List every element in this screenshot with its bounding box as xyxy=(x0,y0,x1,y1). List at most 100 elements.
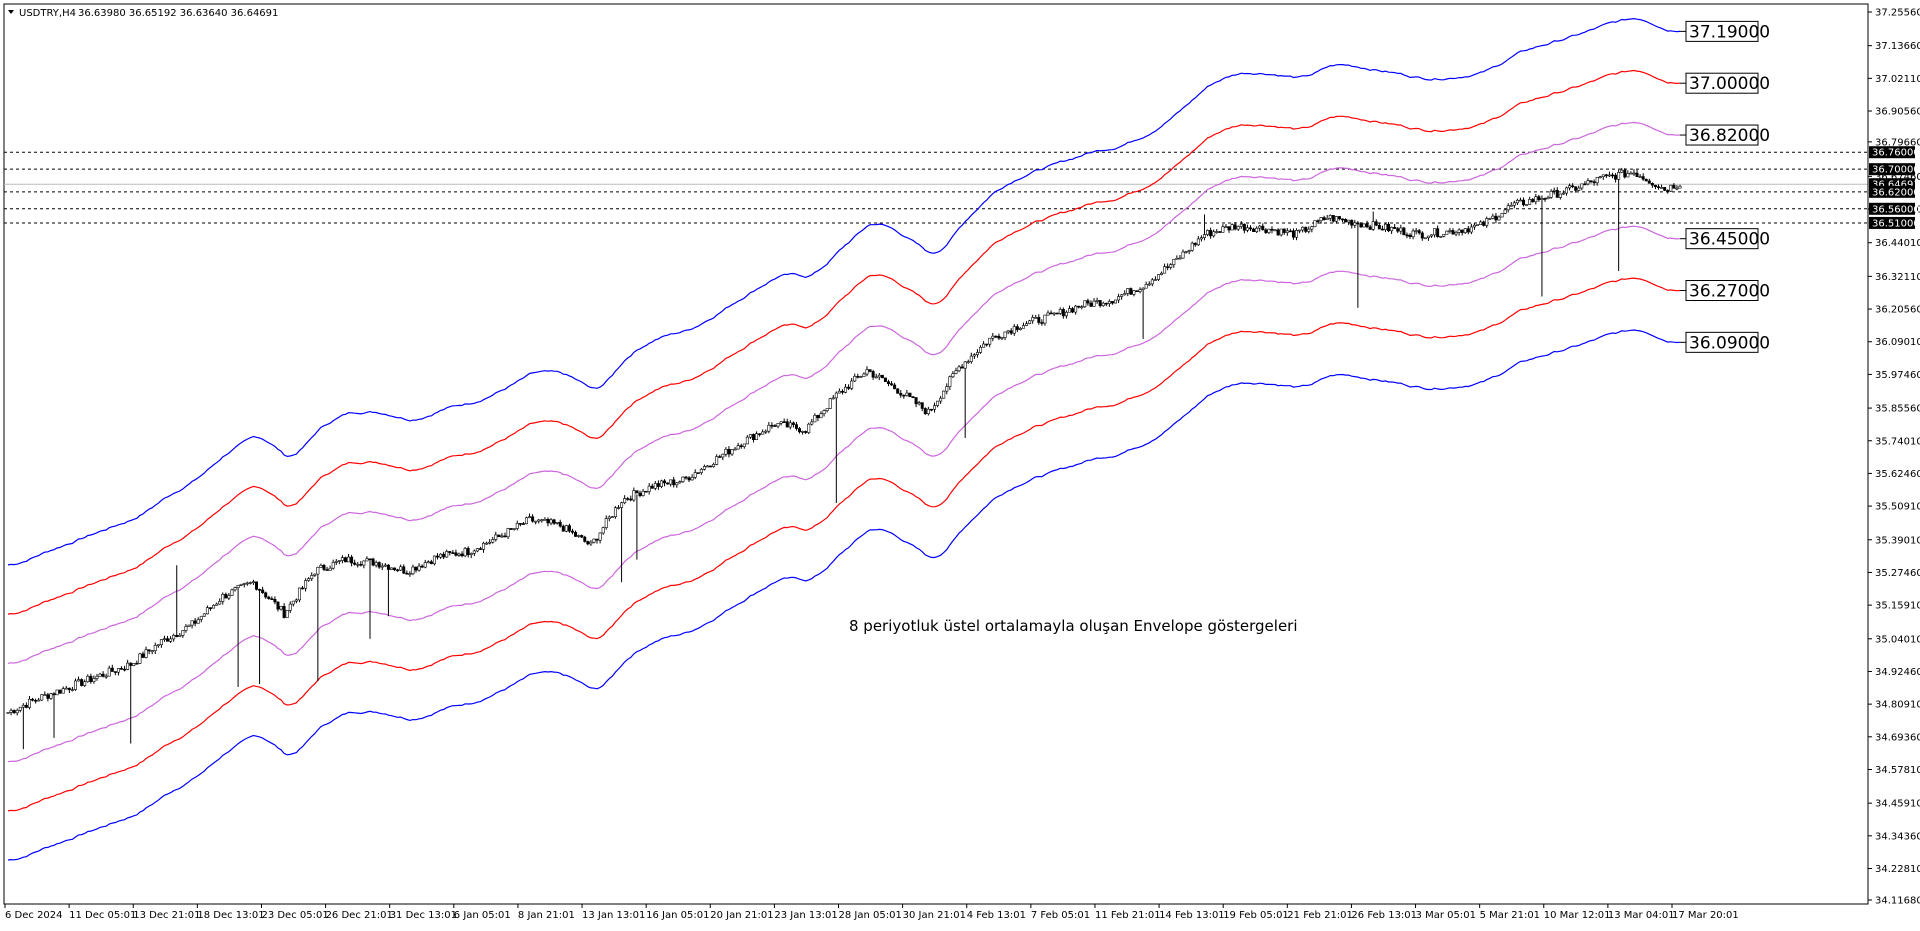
candle xyxy=(969,352,973,364)
candle xyxy=(1184,251,1188,254)
candle xyxy=(613,506,617,519)
candle xyxy=(1653,184,1657,190)
candle xyxy=(445,549,449,558)
candle xyxy=(70,686,74,692)
candle xyxy=(1564,186,1568,196)
time-tick-label: 6 Jan 05:01 xyxy=(454,910,511,921)
candle xyxy=(420,564,424,568)
candle xyxy=(702,464,706,471)
envelope-value-text: 37.00000 xyxy=(1689,74,1770,94)
candle xyxy=(396,568,400,572)
candle xyxy=(828,397,832,410)
candle xyxy=(540,518,544,523)
candle xyxy=(347,553,351,563)
candle xyxy=(1577,185,1581,191)
candle xyxy=(1417,228,1421,235)
candle xyxy=(883,377,887,383)
candle xyxy=(1147,281,1151,287)
price-tick-label: 35.15910 xyxy=(1875,601,1920,612)
candle xyxy=(1058,307,1062,316)
candle xyxy=(715,454,719,466)
candle xyxy=(1571,183,1575,189)
candle xyxy=(994,335,998,339)
candle xyxy=(319,563,323,568)
candle xyxy=(810,418,814,426)
candle xyxy=(1319,217,1323,224)
candle xyxy=(1454,230,1458,237)
candle xyxy=(159,639,163,648)
axis-price-tag-text: 36.76000 xyxy=(1872,148,1920,159)
candle xyxy=(1129,287,1133,295)
candle xyxy=(1114,299,1118,304)
candle xyxy=(267,595,271,600)
candle xyxy=(1460,229,1464,236)
candle xyxy=(1172,258,1176,268)
candle xyxy=(1006,330,1010,335)
candle xyxy=(656,480,660,490)
candle xyxy=(1488,217,1492,220)
candle xyxy=(15,708,19,716)
candle xyxy=(1095,297,1099,304)
candle xyxy=(1558,193,1562,200)
candle xyxy=(353,559,357,566)
axis-price-tag-text: 36.51000 xyxy=(1872,218,1920,229)
candle xyxy=(598,532,602,544)
candle xyxy=(1163,263,1167,274)
candle xyxy=(1408,233,1412,239)
candle xyxy=(837,388,841,394)
candle xyxy=(638,490,642,498)
candle xyxy=(509,528,513,531)
candle xyxy=(340,555,344,564)
time-tick-label: 23 Jan 13:01 xyxy=(774,910,837,921)
candle xyxy=(1092,298,1096,307)
candle xyxy=(282,603,286,619)
price-tick-label: 36.09010 xyxy=(1875,337,1920,348)
price-axis[interactable]: 37.25560 37.13660 37.02110 36.90560 36.79660… xyxy=(1867,4,1920,907)
candle xyxy=(626,496,630,501)
candle xyxy=(733,446,737,451)
candle xyxy=(1166,263,1170,271)
candle xyxy=(227,592,231,601)
candle xyxy=(1448,227,1452,234)
candle xyxy=(840,389,844,395)
candle xyxy=(933,402,937,413)
price-tick-label: 36.90560 xyxy=(1875,107,1920,118)
candle xyxy=(1120,293,1124,300)
candle xyxy=(816,414,820,422)
symbol-label: USDTRY,H4 xyxy=(19,8,76,19)
candle xyxy=(543,517,547,521)
candle xyxy=(371,557,375,567)
candle xyxy=(1531,197,1535,203)
candle xyxy=(767,421,771,434)
candle xyxy=(399,564,403,571)
candle xyxy=(601,526,605,535)
candle xyxy=(1175,255,1179,260)
candle xyxy=(1160,271,1164,276)
candle xyxy=(1153,276,1157,281)
candle xyxy=(1396,227,1400,233)
candle xyxy=(1009,328,1013,336)
candle xyxy=(1003,331,1007,341)
candle xyxy=(942,390,946,399)
candle xyxy=(914,397,918,408)
candle xyxy=(368,558,372,639)
candle xyxy=(1414,227,1418,235)
candle xyxy=(1040,319,1044,326)
candle xyxy=(982,341,986,348)
candle xyxy=(374,560,378,568)
candle xyxy=(1034,314,1038,319)
candle xyxy=(1660,184,1664,189)
candle xyxy=(439,553,443,559)
candle xyxy=(577,534,581,538)
candle xyxy=(856,373,860,379)
candle xyxy=(761,429,765,435)
candle xyxy=(389,567,393,570)
candle xyxy=(1497,215,1501,221)
candle xyxy=(6,712,10,714)
header-dropdown-icon[interactable] xyxy=(8,10,14,14)
candle xyxy=(301,586,305,590)
time-tick-label: 13 Mar 04:01 xyxy=(1608,910,1675,921)
